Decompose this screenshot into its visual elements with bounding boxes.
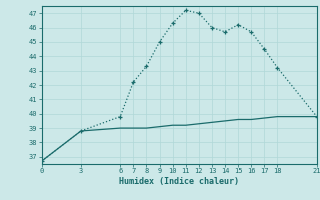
X-axis label: Humidex (Indice chaleur): Humidex (Indice chaleur) [119,177,239,186]
